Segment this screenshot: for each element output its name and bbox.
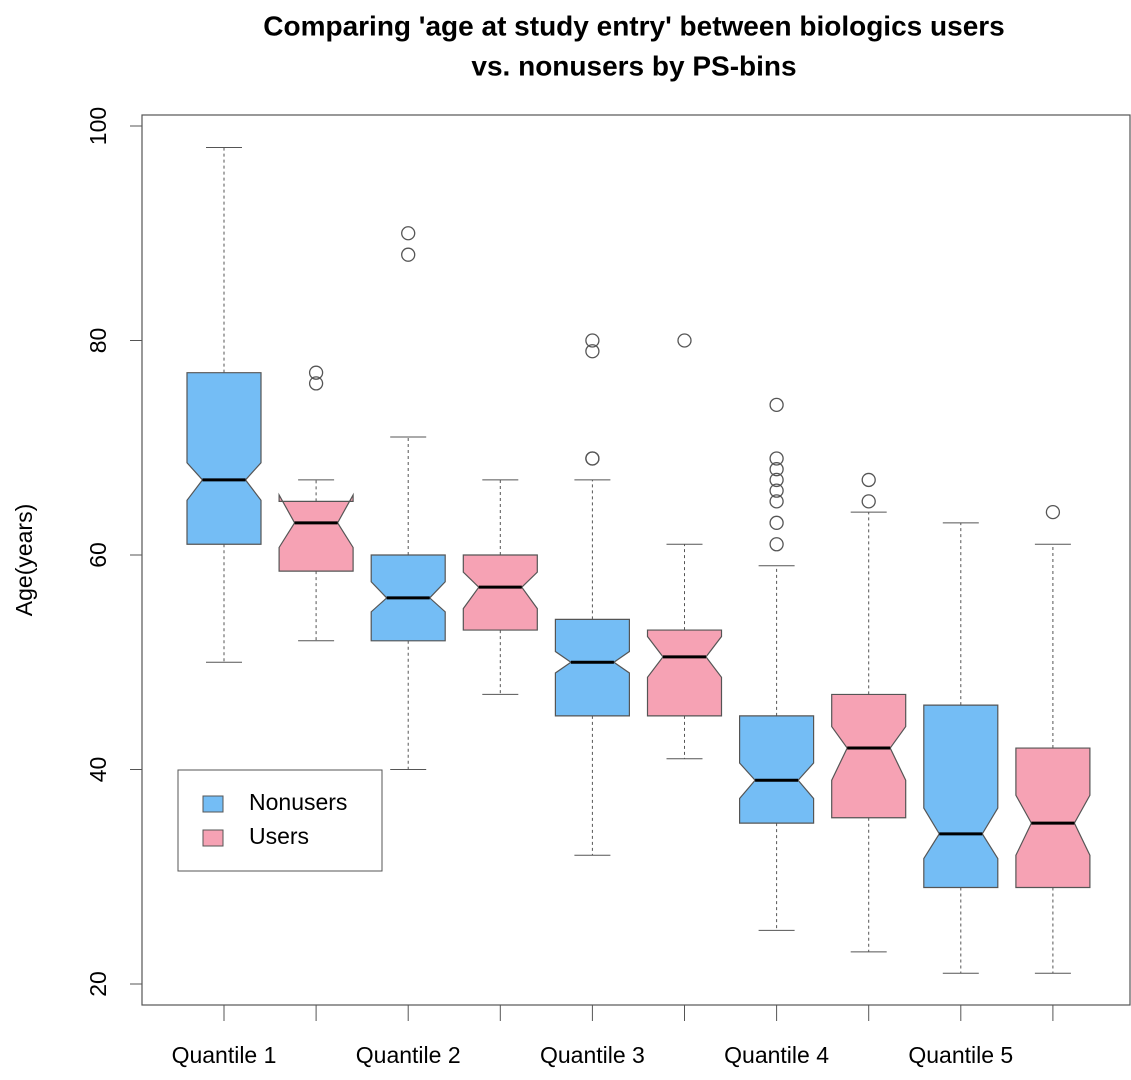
box — [1015, 747, 1091, 889]
outlier — [861, 494, 876, 509]
outlier — [1045, 504, 1061, 520]
legend-label: Users — [249, 823, 309, 849]
x-tick-label: Quantile 2 — [356, 1042, 461, 1068]
outlier — [769, 451, 784, 466]
y-tick-label: 20 — [85, 971, 111, 997]
chart-title: vs. nonusers by PS-bins — [471, 50, 796, 81]
box — [554, 618, 631, 717]
legend-swatch — [202, 829, 224, 847]
chart-title: Comparing 'age at study entry' between b… — [263, 10, 1004, 41]
legend-label: Nonusers — [249, 789, 347, 815]
box — [738, 715, 815, 824]
outlier — [769, 462, 784, 477]
outlier — [677, 333, 692, 348]
outlier — [585, 451, 600, 466]
box — [462, 554, 538, 631]
outlier — [401, 226, 416, 241]
outlier — [401, 247, 416, 262]
y-tick-label: 60 — [85, 542, 111, 568]
outlier — [308, 376, 324, 391]
legend-swatch — [202, 795, 224, 813]
y-axis-label: Age(years) — [11, 504, 37, 616]
y-tick-label: 100 — [85, 107, 111, 145]
outlier — [585, 344, 600, 359]
outlier — [769, 483, 784, 498]
outlier — [308, 365, 324, 380]
box — [186, 372, 262, 545]
box — [278, 492, 354, 572]
outlier — [769, 515, 784, 530]
outlier — [769, 472, 784, 488]
box — [646, 629, 723, 717]
outlier — [769, 537, 784, 552]
box — [831, 693, 907, 819]
x-tick-label: Quantile 5 — [908, 1042, 1013, 1068]
outlier — [769, 494, 784, 509]
x-tick-label: Quantile 1 — [172, 1042, 277, 1068]
x-tick-label: Quantile 4 — [724, 1042, 829, 1068]
outlier — [769, 397, 784, 413]
legend-box — [177, 769, 383, 872]
box — [923, 704, 999, 889]
outlier — [585, 333, 600, 348]
plot-frame — [141, 114, 1131, 1006]
outlier — [861, 472, 876, 488]
y-tick-label: 40 — [85, 757, 111, 783]
x-tick-label: Quantile 3 — [540, 1042, 645, 1068]
y-tick-label: 80 — [85, 328, 111, 354]
